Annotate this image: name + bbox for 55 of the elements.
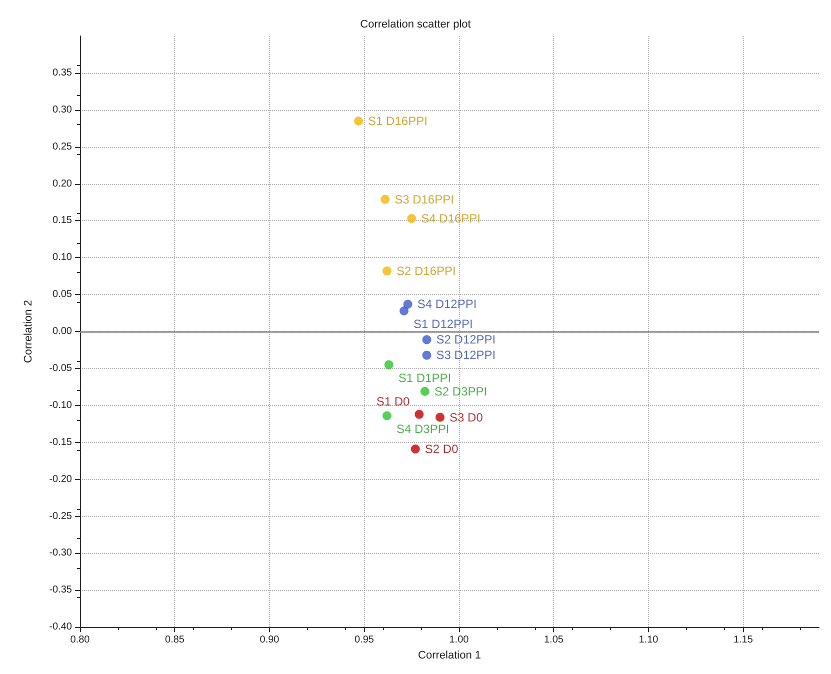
x-tick-label: 1.05 xyxy=(544,634,564,646)
y-tick-label: -0.35 xyxy=(49,584,72,596)
data-label: S2 D12PPI xyxy=(436,332,496,347)
y-tick-label: 0.30 xyxy=(52,104,72,116)
data-label: S1 D16PPI xyxy=(368,114,428,128)
data-label: S4 D12PPI xyxy=(417,297,477,312)
data-label: S3 D12PPI xyxy=(436,348,496,362)
point xyxy=(436,412,445,422)
y-axis-title: Correlation 2 xyxy=(22,300,34,364)
data-label: S4 D16PPI xyxy=(421,212,480,226)
x-tick-label: 0.95 xyxy=(354,634,374,646)
y-tick-label: -0.15 xyxy=(49,436,72,448)
data-label: S1 D0 xyxy=(376,394,410,408)
x-tick-label: 0.90 xyxy=(260,634,280,646)
point xyxy=(382,411,392,420)
y-tick-label: 0.35 xyxy=(52,67,72,78)
y-tick-label: -0.10 xyxy=(49,400,72,411)
y-tick-label: -0.25 xyxy=(49,510,72,522)
point xyxy=(420,386,430,396)
y-tick-label: 0.00 xyxy=(52,326,72,338)
x-axis-title: Correlation 1 xyxy=(418,650,481,662)
data-label: S4 D3PPI xyxy=(396,422,450,436)
y-tick-label: -0.40 xyxy=(49,622,72,633)
y-tick-label: 0.25 xyxy=(52,141,72,152)
y-tick-label: 0.10 xyxy=(52,252,72,264)
data-label: S2 D0 xyxy=(424,442,459,456)
point xyxy=(410,444,420,454)
point xyxy=(407,214,416,223)
point xyxy=(414,410,424,419)
point xyxy=(380,194,390,204)
point xyxy=(400,306,409,316)
point xyxy=(422,335,432,344)
data-label: S2 D16PPI xyxy=(396,264,456,278)
point xyxy=(384,360,394,370)
x-tick-label: 0.80 xyxy=(70,634,90,646)
data-label: S1 D1PPI xyxy=(398,370,452,385)
y-tick-label: 0.05 xyxy=(52,289,72,300)
point xyxy=(382,266,392,276)
y-tick-label: -0.05 xyxy=(49,362,72,374)
chart-title: Correlation scatter plot xyxy=(360,18,471,30)
y-tick-label: -0.20 xyxy=(49,474,72,485)
point xyxy=(422,350,432,360)
y-tick-label: 0.15 xyxy=(52,215,72,226)
x-tick-label: 1.00 xyxy=(449,634,470,646)
data-label: S3 D16PPI xyxy=(394,192,454,206)
point xyxy=(403,300,412,309)
x-tick-label: 0.85 xyxy=(165,634,185,646)
x-tick-label: 1.10 xyxy=(638,634,659,646)
data-label: S1 D12PPI xyxy=(414,316,473,331)
data-label: S2 D3PPI xyxy=(434,384,488,398)
point xyxy=(354,116,364,126)
y-tick-label: 0.20 xyxy=(52,178,72,190)
x-tick-label: 1.15 xyxy=(733,634,754,646)
y-tick-label: -0.30 xyxy=(49,548,72,559)
data-label: S3 D0 xyxy=(450,410,484,424)
